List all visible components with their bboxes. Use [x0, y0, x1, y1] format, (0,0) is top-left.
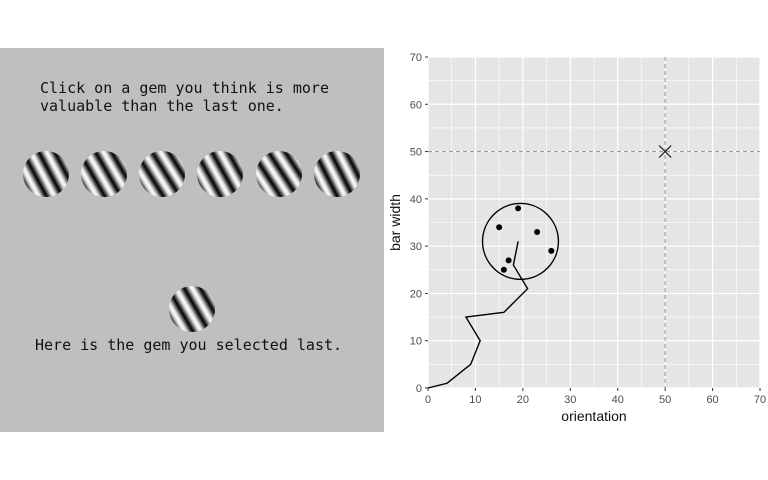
y-tick-label: 10 — [410, 336, 422, 348]
x-tick-label: 40 — [612, 394, 624, 406]
y-tick-label: 40 — [410, 194, 422, 206]
target-x-marker — [658, 145, 672, 158]
y-tick-label: 30 — [410, 241, 422, 253]
gem-option-4[interactable] — [197, 151, 243, 197]
candidate-point — [534, 228, 541, 235]
stimulus-panel: Click on a gem you think is more valuabl… — [0, 48, 384, 432]
x-tick-label: 0 — [425, 394, 431, 406]
y-tick-label: 60 — [410, 99, 422, 111]
x-axis-label: orientation — [561, 408, 626, 424]
y-axis-label: bar width — [387, 194, 403, 251]
x-tick-label: 70 — [754, 394, 766, 406]
candidate-point — [496, 224, 503, 231]
axes: 0 10 20 30 40 50 60 70 0 10 20 30 40 50 60 70 — [410, 52, 766, 406]
x-tick-label: 10 — [469, 394, 481, 406]
y-tick-label: 0 — [416, 383, 422, 395]
candidate-point — [548, 247, 555, 254]
gem-option-3[interactable] — [139, 151, 185, 197]
candidate-point — [500, 266, 507, 273]
candidate-point — [515, 205, 522, 212]
target-reference-lines — [428, 57, 760, 388]
gem-option-6[interactable] — [314, 151, 360, 197]
x-tick-label: 50 — [659, 394, 671, 406]
x-tick-label: 60 — [706, 394, 718, 406]
last-selected-gem — [169, 286, 215, 332]
candidate-point — [505, 257, 512, 264]
y-tick-label: 50 — [410, 147, 422, 159]
plot-marks — [427, 145, 672, 389]
candidate-circle — [481, 202, 560, 281]
y-tick-label: 70 — [410, 52, 422, 64]
gem-option-2[interactable] — [81, 151, 127, 197]
y-tick-label: 20 — [410, 288, 422, 300]
last-selected-caption: Here is the gem you selected last. — [35, 336, 343, 354]
gem-option-5[interactable] — [256, 151, 302, 197]
gem-option-1[interactable] — [23, 151, 69, 197]
parameter-space-plot: 0 10 20 30 40 50 60 70 0 10 20 30 40 50 60 70 orientati… — [387, 52, 766, 424]
x-tick-label: 30 — [564, 394, 576, 406]
instruction-text: Click on a gem you think is more valuabl… — [40, 79, 329, 115]
x-tick-label: 20 — [517, 394, 529, 406]
search-trajectory — [427, 241, 529, 389]
